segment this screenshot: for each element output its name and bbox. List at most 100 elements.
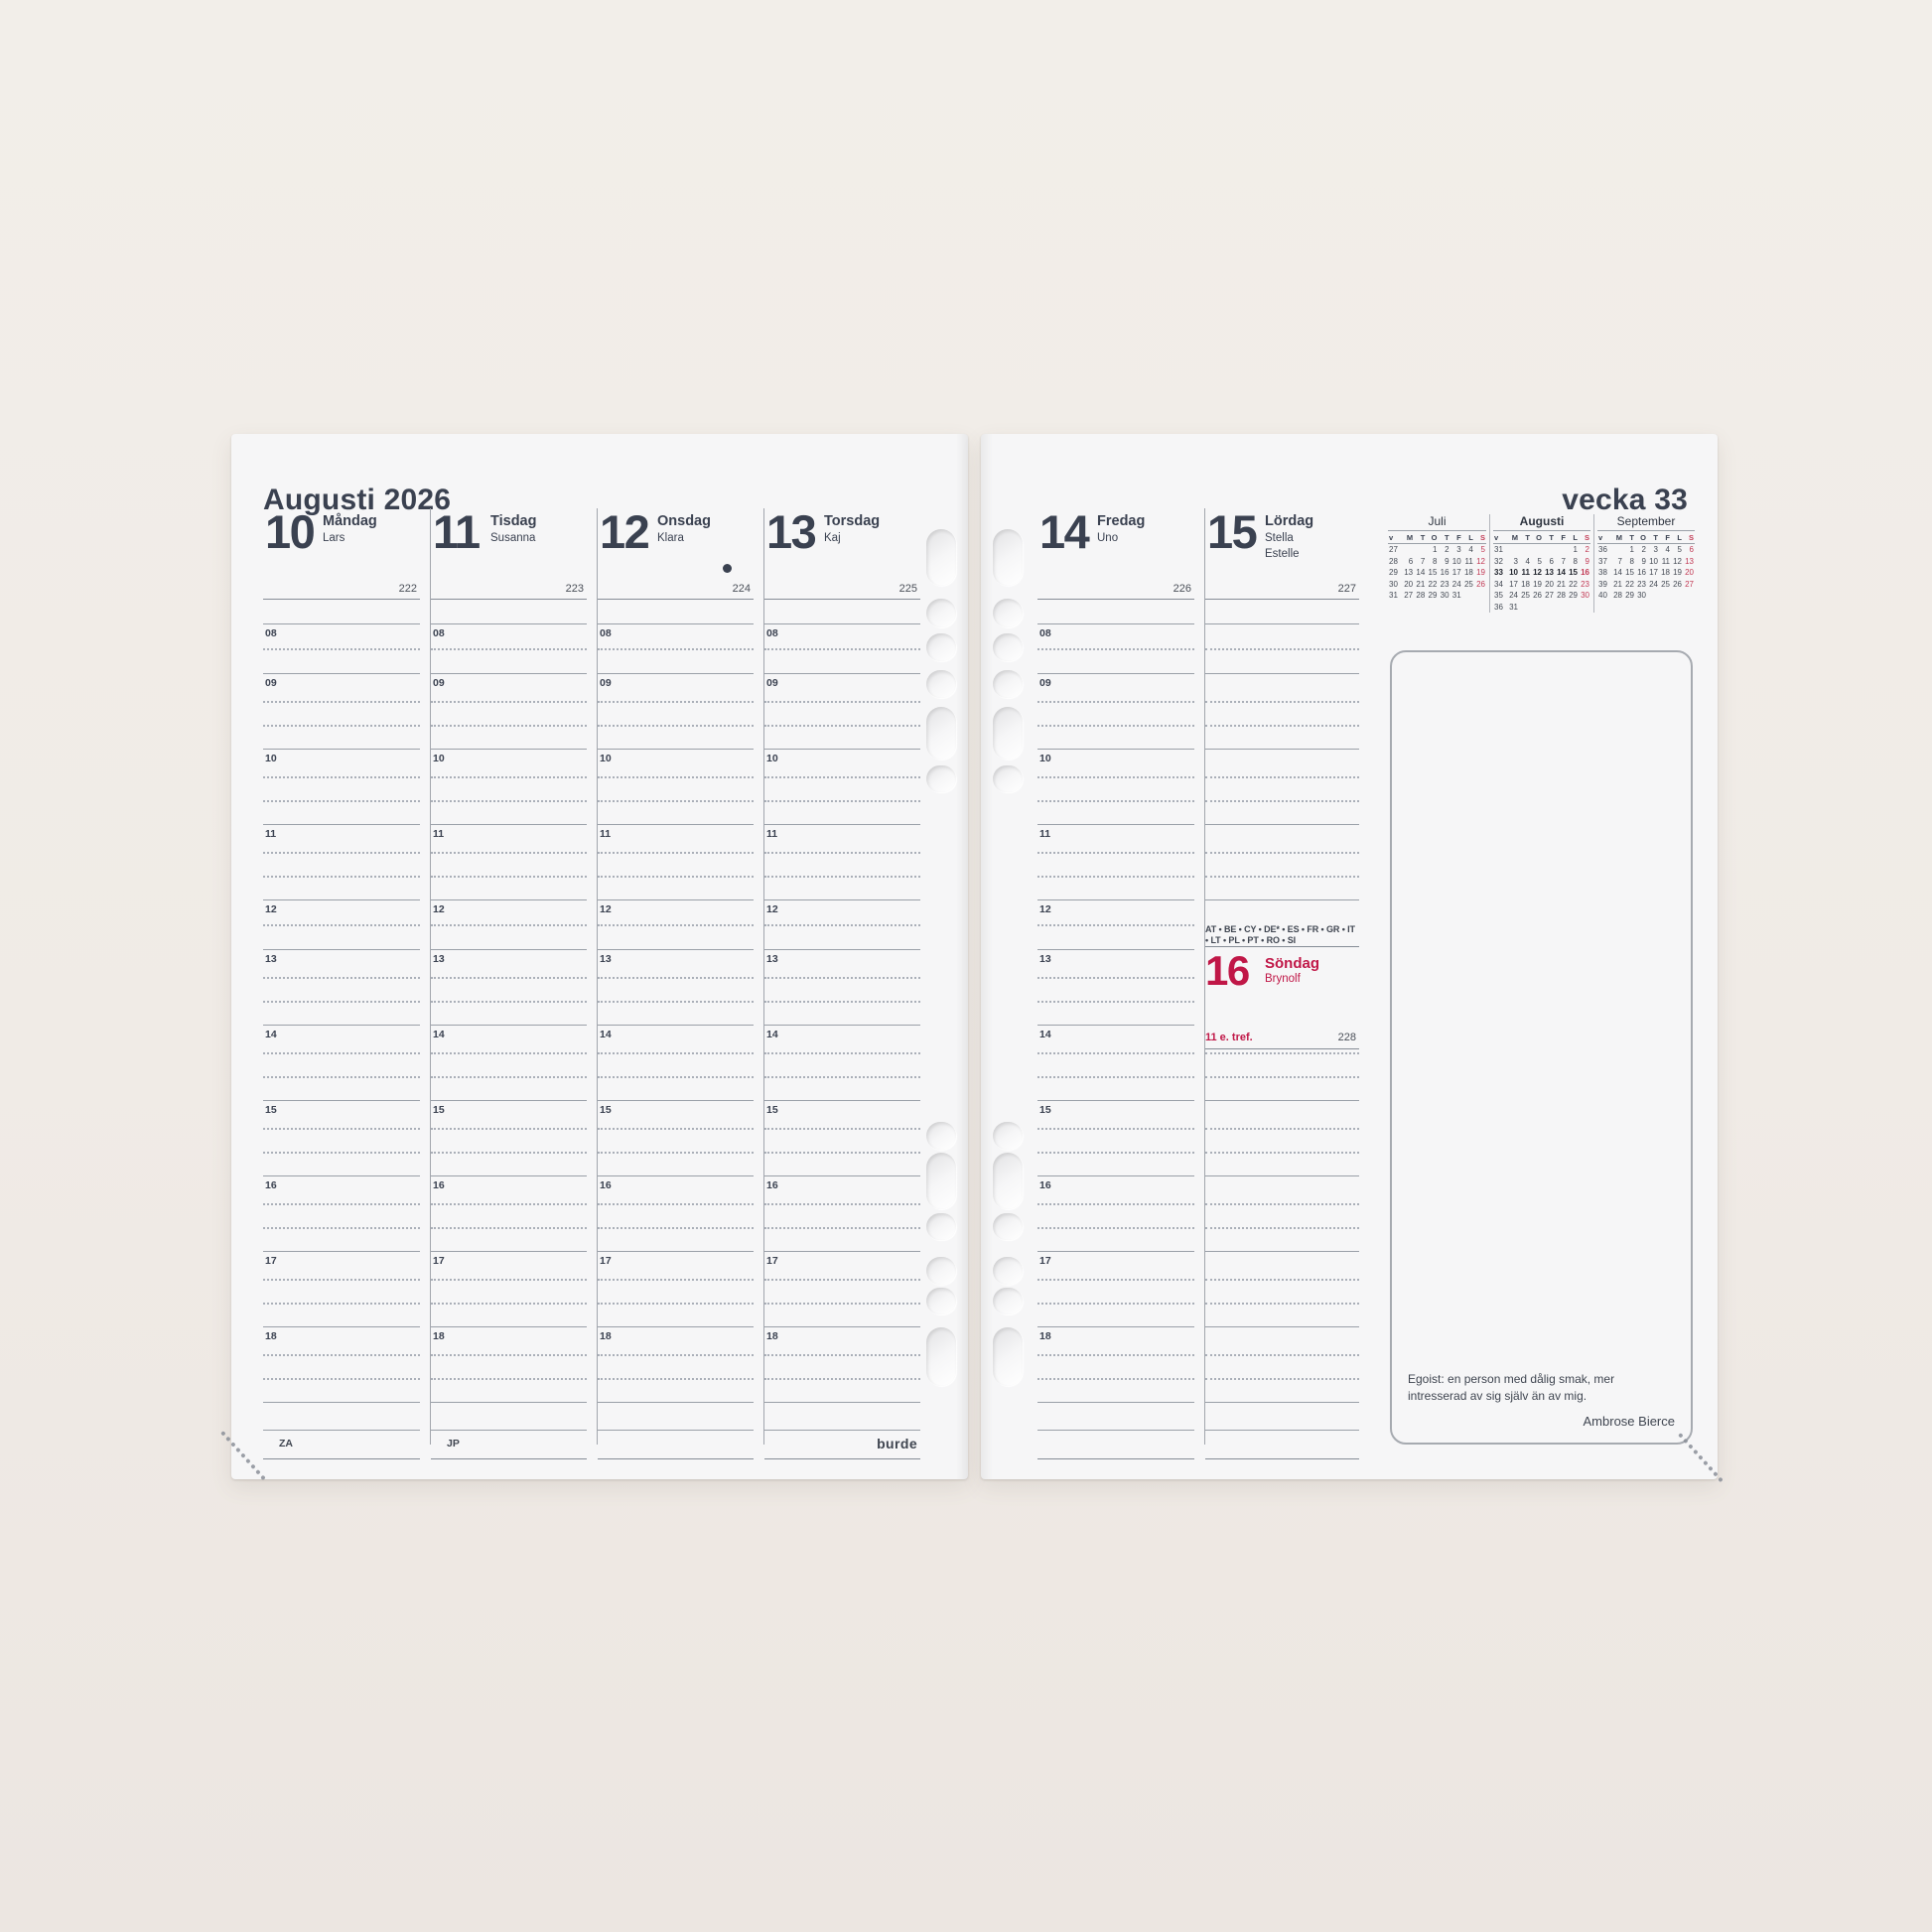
writing-line-dotted (764, 924, 920, 926)
day-meta: Fredag Uno (1097, 513, 1145, 545)
weekday-header-cell: M (1615, 533, 1622, 542)
church-day-label: 11 e. tref. (1205, 1032, 1253, 1043)
day-cell: 29 (1569, 591, 1578, 600)
day-cell: 23 (1440, 579, 1449, 589)
day-column-11: 11 Tisdag Susanna 223 08 09 10 11 12 13 14 15 16 17 18… (430, 508, 597, 1459)
writing-line-dotted (431, 977, 587, 979)
writing-line-dotted (764, 1152, 920, 1154)
hour-row-18: 18 (1037, 1326, 1194, 1402)
day-cell (1531, 602, 1543, 614)
sunday-section: 16 Söndag Brynolf 11 e. tref. 228 (1205, 947, 1359, 1049)
hour-row-12: 12 (764, 899, 920, 949)
writing-line-dotted (1037, 1128, 1194, 1130)
binder-hole (993, 1288, 1023, 1314)
hour-row-14: 14 (1037, 1025, 1194, 1100)
hour-label: 14 (265, 1029, 277, 1040)
nameday-label: Susanna (490, 532, 536, 544)
writing-line-dotted (431, 725, 587, 727)
writing-line-dotted (263, 924, 420, 926)
hour-row-12: 12 (263, 899, 420, 949)
hour-label: 13 (265, 953, 277, 965)
day-cell: 10 (1649, 556, 1658, 566)
day-cell: 1 (1432, 545, 1438, 554)
day-meta: Onsdag Klara (657, 513, 711, 545)
hour-row-10 (1205, 749, 1359, 824)
week-number-cell: 38 (1598, 568, 1607, 577)
day-cell: 15 (1428, 568, 1438, 577)
hour-label: 13 (600, 953, 612, 965)
footer-flag-code: JP (447, 1438, 460, 1449)
day-cell: 12 (1533, 568, 1542, 577)
day-column-14: 14 Fredag Uno 226 08 09 10 11 12 13 14 15 16 17 18 (1037, 508, 1204, 1459)
day-cell: 3 (1513, 556, 1518, 566)
day-cell (1462, 590, 1474, 602)
hour-label: 15 (265, 1104, 277, 1116)
day-cell: 1 (1629, 545, 1634, 554)
header-gap-row (431, 600, 597, 623)
mini-calendar-week-row: 36 1 2 3 4 5 6 (1597, 544, 1695, 556)
writing-line-dotted (598, 1076, 754, 1078)
writing-line-dotted (1205, 1354, 1359, 1356)
mini-calendar-juli: Juli v M T O T F L S 27 1 2 3 4 5 28 6 7 8 9 10 11 12 29 13 14 15 1… (1385, 514, 1489, 613)
day-cell: 10 (1451, 556, 1461, 566)
hour-label: 08 (1039, 627, 1051, 639)
hour-row-09: 09 (764, 673, 920, 749)
writing-line-dotted (598, 1052, 754, 1054)
writing-line-dotted (598, 1001, 754, 1003)
day-cell (1611, 544, 1623, 556)
writing-line-dotted (431, 776, 587, 778)
writing-line-dotted (431, 852, 587, 854)
hour-row-10: 10 (1037, 749, 1194, 824)
footer-row (598, 1430, 754, 1458)
binder-hole (926, 1153, 956, 1209)
hour-row-09: 09 (598, 673, 754, 749)
hour-row-16: 16 (1037, 1175, 1194, 1251)
weekday-header-cell: M (1406, 533, 1414, 542)
hour-row-18: 18 (263, 1326, 420, 1402)
day-cell: 12 (1476, 556, 1485, 566)
writing-line-dotted (431, 1128, 587, 1130)
hour-row-11: 11 (598, 824, 754, 899)
column-bottom-line (764, 1458, 920, 1459)
writing-line-dotted (263, 648, 420, 650)
day-cell: 24 (1509, 591, 1518, 600)
day-cell (1507, 544, 1519, 556)
binder-hole (993, 1153, 1023, 1209)
day-cell: 8 (1573, 556, 1578, 566)
hour-label: 10 (265, 753, 277, 764)
blank-row (1205, 1402, 1359, 1430)
writing-line-dotted (598, 1128, 754, 1130)
day-cell: 17 (1451, 568, 1461, 577)
binder-hole (993, 1213, 1023, 1240)
footer-row (1037, 1430, 1194, 1458)
writing-line-dotted (1205, 1227, 1359, 1229)
day-cell: 16 (1440, 568, 1449, 577)
writing-line-dotted (263, 800, 420, 802)
day-cell: 4 (1468, 545, 1473, 554)
weekday-header-cell: F (1665, 533, 1670, 542)
weekday-label: Måndag (323, 513, 377, 529)
mini-calendar-week-row: 33 10 11 12 13 14 15 16 (1493, 567, 1590, 579)
writing-line-dotted (1037, 924, 1194, 926)
hour-label: 14 (600, 1029, 612, 1040)
weekday-header-cell: L (1573, 533, 1578, 542)
mini-calendar-week-row: 28 6 7 8 9 10 11 12 (1388, 556, 1486, 568)
day-header: 13 Torsdag Kaj 225 (764, 508, 920, 600)
hour-row-12: 12 (1037, 899, 1194, 949)
day-cell: 19 (1533, 579, 1542, 589)
week-number-cell: 31 (1389, 591, 1398, 600)
day-cell: 14 (1416, 568, 1426, 577)
day-cell: 30 (1637, 591, 1646, 600)
binder-hole (993, 670, 1023, 698)
writing-line-dotted (598, 977, 754, 979)
day-cell: 23 (1637, 579, 1646, 589)
day-cell (1543, 602, 1555, 614)
weekday-header-cell: T (1629, 533, 1634, 542)
hour-label: 17 (600, 1255, 612, 1267)
hour-label: 14 (433, 1029, 445, 1040)
writing-line-dotted (1037, 1076, 1194, 1078)
perforation-marks-right (1678, 1433, 1724, 1483)
day-cell: 7 (1420, 556, 1426, 566)
writing-line-dotted (598, 1152, 754, 1154)
writing-line-dotted (764, 1052, 920, 1054)
